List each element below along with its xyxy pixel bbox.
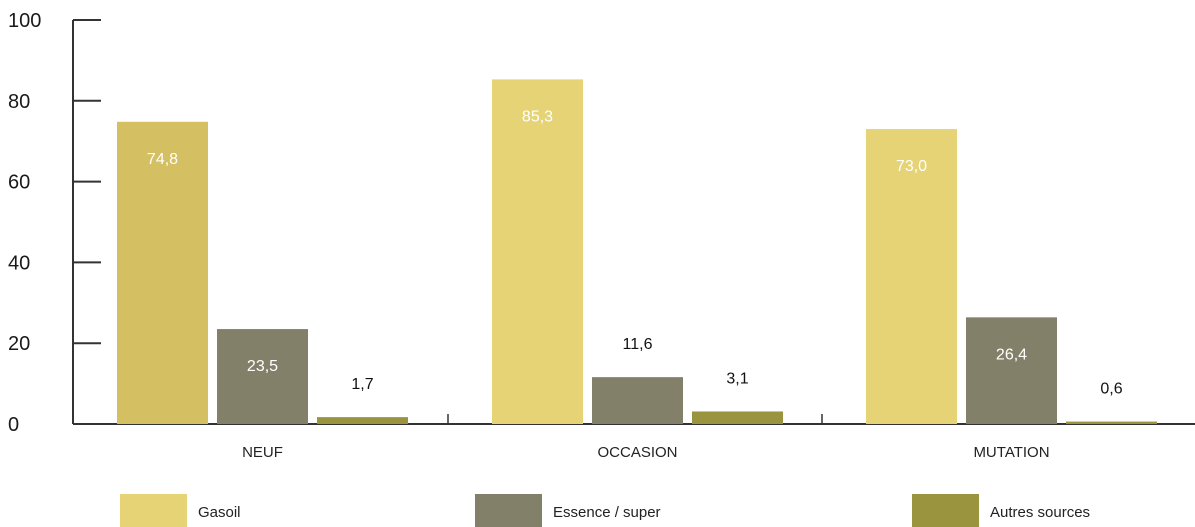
y-tick-label: 20: [8, 333, 30, 355]
bar: [592, 377, 683, 424]
bar: [692, 411, 783, 424]
data-label: 11,6: [623, 336, 653, 353]
bar: [117, 121, 208, 425]
legend-swatch: [120, 494, 187, 527]
data-label: 26,4: [996, 346, 1027, 363]
bar: [317, 417, 408, 424]
y-tick-label: 60: [8, 172, 30, 194]
data-label: 1,7: [351, 376, 373, 393]
legend-label: Gasoil: [198, 504, 241, 521]
data-label: 23,5: [247, 358, 278, 375]
category-label: MUTATION: [973, 444, 1049, 461]
y-tick-label: 80: [8, 91, 30, 113]
bar: [966, 317, 1057, 424]
data-labels: 74,8 23,5 1,7 85,3 11,6 3,1 73,0 26,4 0,6: [147, 108, 1123, 397]
y-tick-label: 0: [8, 414, 19, 436]
y-tick-label: 40: [8, 252, 30, 274]
y-tick-label: 100: [8, 10, 41, 32]
bar: [492, 79, 583, 424]
legend-swatch: [912, 494, 979, 527]
bar: [866, 129, 957, 424]
legend-label: Essence / super: [553, 504, 661, 521]
category-label: OCCASION: [597, 444, 677, 461]
data-label: 74,8: [147, 151, 178, 168]
category-label: NEUF: [242, 444, 283, 461]
bar: [217, 329, 308, 424]
legend: Gasoil Essence / super Autres sources: [120, 494, 1090, 527]
data-label: 85,3: [522, 108, 553, 125]
legend-swatch: [475, 494, 542, 527]
bar: [1066, 421, 1157, 424]
data-label: 3,1: [726, 370, 748, 387]
legend-label: Autres sources: [990, 504, 1090, 521]
data-label: 0,6: [1100, 381, 1122, 398]
bars: [117, 79, 1157, 425]
data-label: 73,0: [896, 158, 927, 175]
